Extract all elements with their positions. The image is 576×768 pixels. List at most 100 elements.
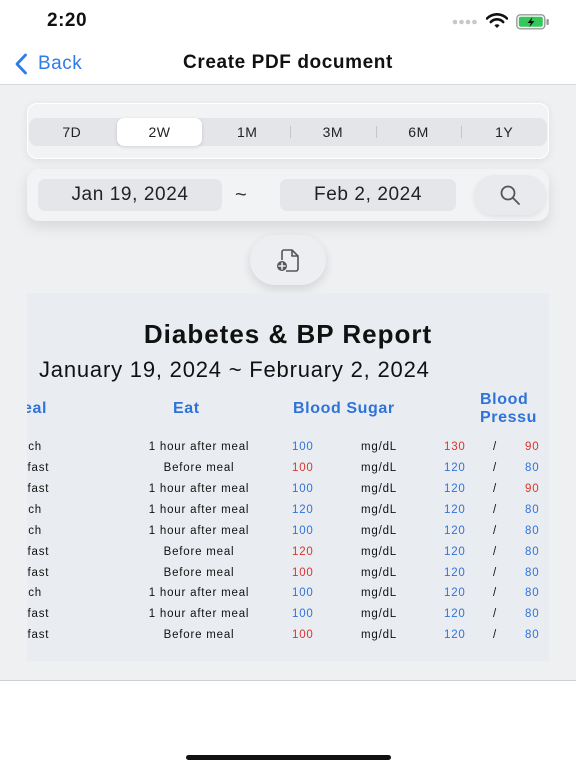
- cell-systolic: 120: [444, 629, 466, 641]
- cell-diastolic: 80: [525, 504, 540, 516]
- cell-systolic: 120: [444, 525, 466, 537]
- range-tab-1y[interactable]: 1Y: [461, 118, 547, 146]
- cell-slash: /: [493, 483, 497, 495]
- cell-meal: kfast: [27, 462, 50, 474]
- bottom-divider: [0, 680, 576, 681]
- status-time: 2:20: [47, 10, 88, 31]
- cell-unit: mg/dL: [361, 567, 397, 579]
- cell-meal: nch: [27, 525, 42, 537]
- range-tab-3m[interactable]: 3M: [290, 118, 376, 146]
- cell-unit: mg/dL: [361, 525, 397, 537]
- cell-diastolic: 80: [525, 629, 540, 641]
- cell-eat: 1 hour after meal: [148, 587, 250, 599]
- cell-systolic: 130: [444, 441, 466, 453]
- wifi-icon: [486, 13, 508, 28]
- cell-slash: /: [493, 546, 497, 558]
- header-meal: eal: [27, 400, 48, 417]
- table-row: kfast Before meal 100 mg/dL 120 / 80: [27, 563, 549, 583]
- table-row: nch 1 hour after meal 120 mg/dL 120 / 80: [27, 500, 549, 520]
- cell-slash: /: [493, 525, 497, 537]
- back-label: Back: [38, 53, 83, 74]
- cell-meal: kfast: [27, 567, 50, 579]
- cell-blood-sugar: 100: [292, 441, 314, 453]
- cell-unit: mg/dL: [361, 462, 397, 474]
- document-add-icon: [277, 249, 299, 272]
- cellular-signal-icon: [452, 19, 477, 25]
- navigation-bar: Back Create PDF document: [0, 44, 576, 85]
- cell-meal: kfast: [27, 483, 50, 495]
- range-tab-6m[interactable]: 6M: [375, 118, 462, 146]
- cell-diastolic: 80: [525, 587, 540, 599]
- cell-unit: mg/dL: [361, 629, 397, 641]
- home-indicator: [186, 755, 391, 760]
- cell-meal: nch: [27, 587, 42, 599]
- cell-systolic: 120: [444, 567, 466, 579]
- cell-systolic: 120: [444, 462, 466, 474]
- search-button[interactable]: [474, 175, 546, 215]
- end-date-picker[interactable]: Feb 2, 2024: [280, 179, 456, 211]
- cell-unit: mg/dL: [361, 608, 397, 620]
- cell-unit: mg/dL: [361, 504, 397, 516]
- cell-blood-sugar: 100: [292, 462, 314, 474]
- cell-slash: /: [493, 441, 497, 453]
- cell-eat: Before meal: [163, 629, 235, 641]
- cell-eat: Before meal: [163, 462, 235, 474]
- cell-systolic: 120: [444, 504, 466, 516]
- date-filter-row: Jan 19, 2024 ~ Feb 2, 2024: [27, 169, 549, 221]
- table-row: nch 1 hour after meal 100 mg/dL 130 / 90: [27, 437, 549, 457]
- cell-diastolic: 80: [525, 525, 540, 537]
- cell-blood-sugar: 100: [292, 567, 314, 579]
- report-date-range: January 19, 2024 ~ February 2, 2024: [39, 357, 430, 382]
- cell-meal: nch: [27, 504, 42, 516]
- range-tab-1m[interactable]: 1M: [236, 124, 258, 140]
- date-separator: ~: [235, 184, 247, 206]
- range-tab-7d[interactable]: 7D: [62, 124, 82, 140]
- cell-eat: Before meal: [163, 546, 235, 558]
- table-row: kfast Before meal 100 mg/dL 120 / 80: [27, 458, 549, 478]
- page-title-text: Create PDF document: [183, 52, 393, 73]
- table-row: kfast 1 hour after meal 100 mg/dL 120 / …: [27, 604, 549, 624]
- range-tab-2w[interactable]: 2W: [116, 118, 203, 146]
- cell-diastolic: 90: [525, 441, 540, 453]
- header-bp-line2: Pressu: [480, 409, 537, 426]
- search-icon: [500, 185, 520, 205]
- start-date-picker[interactable]: Jan 19, 2024: [38, 179, 222, 211]
- battery-charging-icon: [516, 14, 549, 30]
- cell-systolic: 120: [444, 608, 466, 620]
- cell-meal: nch: [27, 441, 42, 453]
- cell-blood-sugar: 120: [292, 504, 314, 516]
- cell-slash: /: [493, 608, 497, 620]
- cell-slash: /: [493, 567, 497, 579]
- cell-blood-sugar: 100: [292, 483, 314, 495]
- cell-eat: 1 hour after meal: [148, 525, 250, 537]
- cell-eat: 1 hour after meal: [148, 608, 250, 620]
- report-title: Diabetes & BP Report: [143, 319, 433, 349]
- cell-diastolic: 80: [525, 546, 540, 558]
- cell-eat: 1 hour after meal: [148, 504, 250, 516]
- cell-systolic: 120: [444, 587, 466, 599]
- report-preview: Diabetes & BP Report January 19, 2024 ~ …: [27, 293, 549, 661]
- cell-slash: /: [493, 504, 497, 516]
- cell-unit: mg/dL: [361, 441, 397, 453]
- create-pdf-button[interactable]: [250, 235, 326, 285]
- cell-unit: mg/dL: [361, 546, 397, 558]
- cell-unit: mg/dL: [361, 587, 397, 599]
- cell-diastolic: 80: [525, 462, 540, 474]
- status-bar: 2:20: [0, 0, 576, 44]
- cell-eat: 1 hour after meal: [148, 441, 250, 453]
- cell-blood-sugar: 100: [292, 629, 314, 641]
- cell-slash: /: [493, 587, 497, 599]
- cell-eat: 1 hour after meal: [148, 483, 250, 495]
- cell-slash: /: [493, 629, 497, 641]
- table-row: nch 1 hour after meal 100 mg/dL 120 / 80: [27, 521, 549, 541]
- back-button[interactable]: Back: [14, 50, 82, 78]
- cell-meal: kfast: [27, 608, 50, 620]
- cell-eat: Before meal: [163, 567, 235, 579]
- cell-diastolic: 80: [525, 608, 540, 620]
- cell-diastolic: 90: [525, 483, 540, 495]
- cell-blood-sugar: 100: [292, 587, 314, 599]
- cell-blood-sugar: 100: [292, 525, 314, 537]
- header-blood-sugar: Blood Sugar: [293, 400, 395, 417]
- header-eat: Eat: [173, 400, 200, 417]
- cell-meal: kfast: [27, 546, 50, 558]
